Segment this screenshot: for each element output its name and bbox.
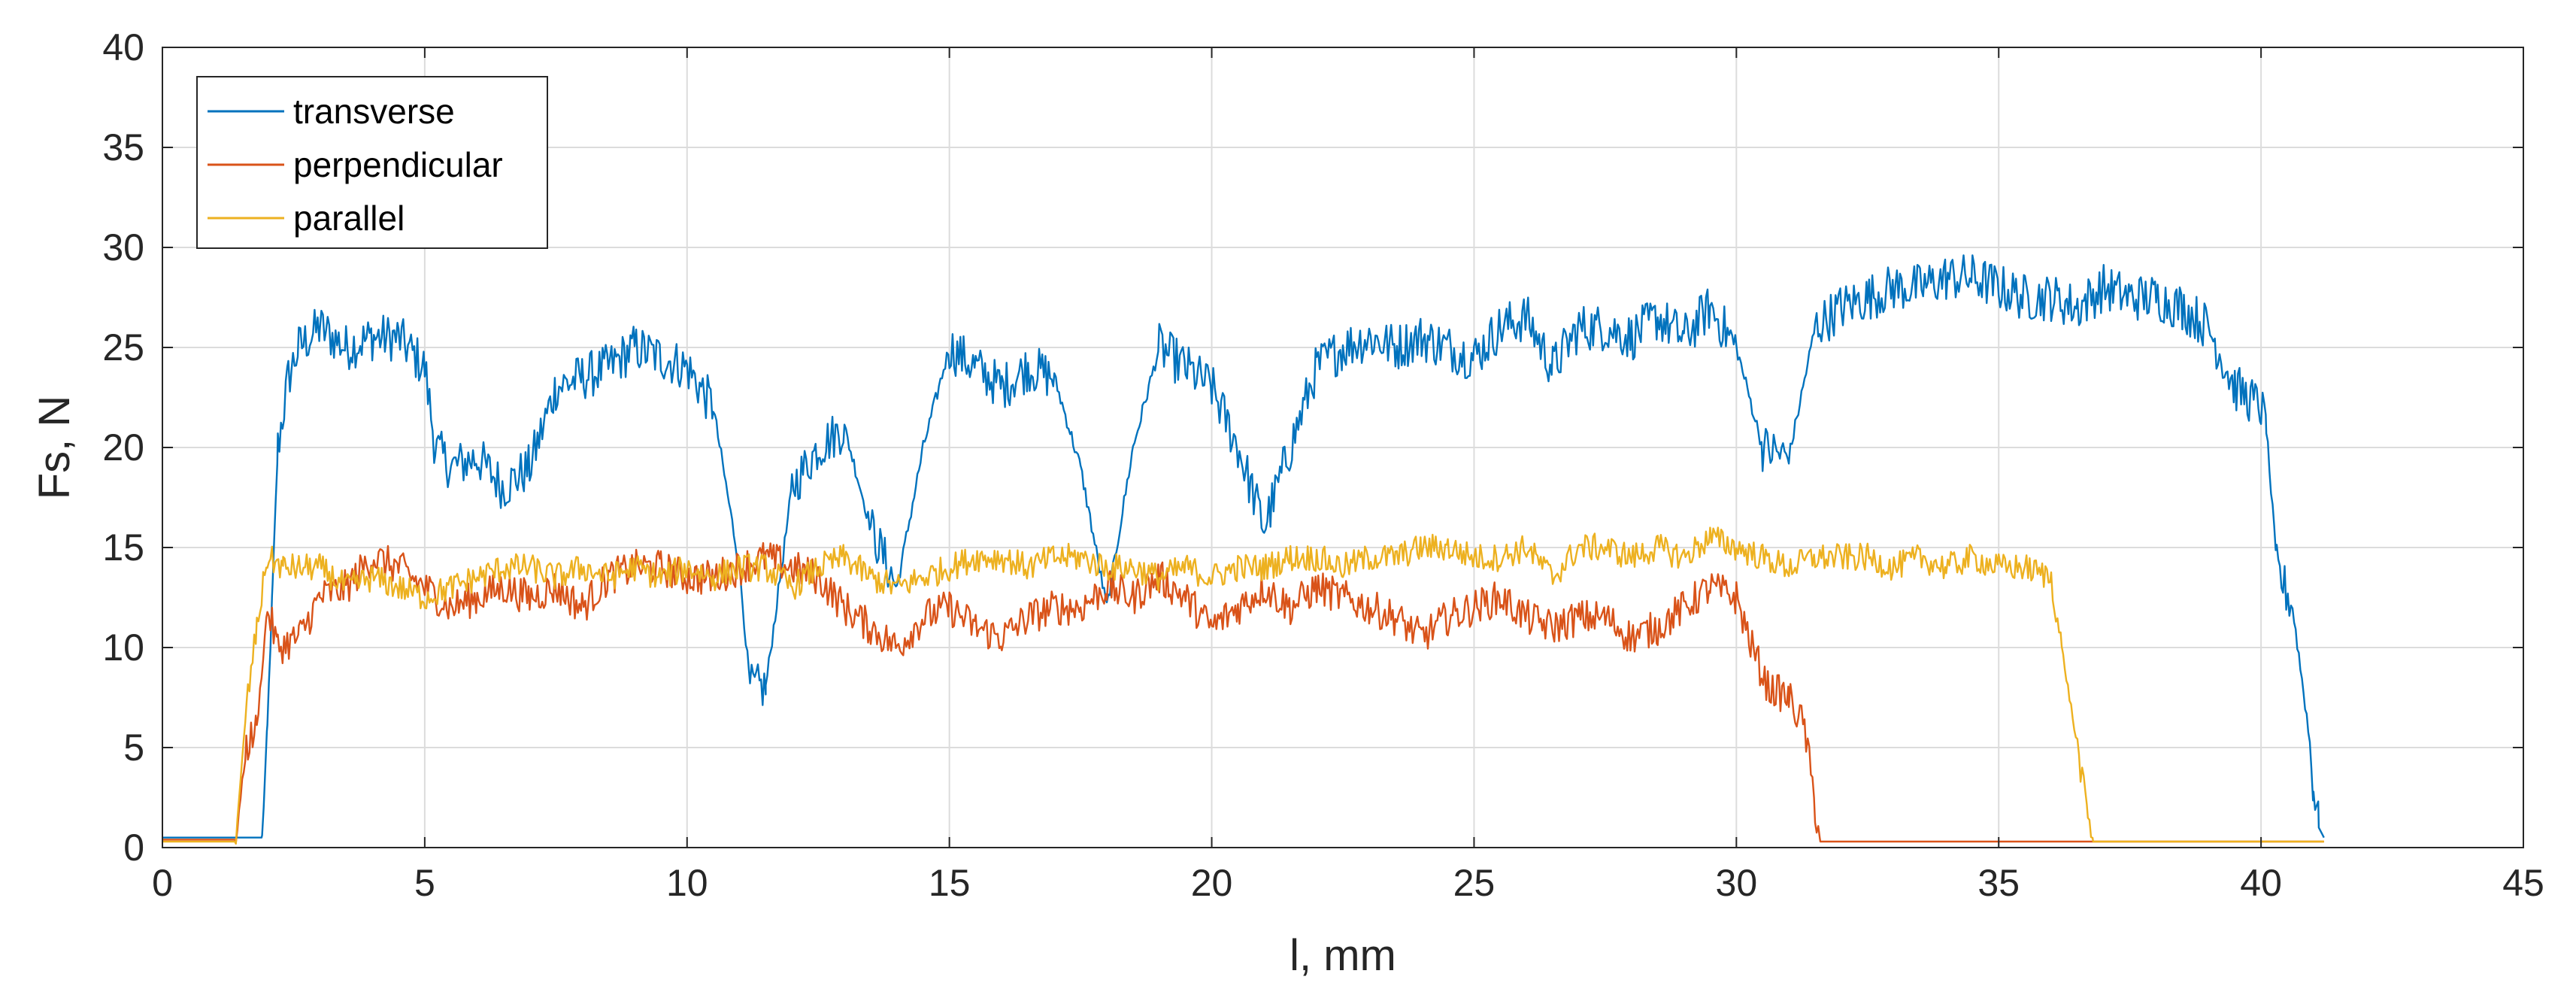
- x-tick-label: 40: [2240, 862, 2282, 904]
- legend-label-transverse: transverse: [293, 92, 455, 131]
- x-tick-label: 45: [2502, 862, 2544, 904]
- series-line-parallel: [162, 526, 2324, 845]
- ticks: [162, 47, 2524, 848]
- y-tick-label: 20: [102, 426, 144, 469]
- x-tick-label: 15: [929, 862, 971, 904]
- x-tick-label: 0: [152, 862, 173, 904]
- legend-label-perpendicular: perpendicular: [293, 145, 503, 184]
- y-axis-label: Fs, N: [30, 396, 79, 500]
- x-tick-label: 5: [414, 862, 435, 904]
- series-line-transverse: [162, 254, 2325, 839]
- y-tick-label: 15: [102, 526, 144, 569]
- y-tick-label: 35: [102, 126, 144, 168]
- series-layer: [162, 254, 2325, 845]
- y-tick-label: 40: [102, 26, 144, 68]
- legend-box: [196, 76, 548, 249]
- x-axis-label: l, mm: [1290, 931, 1396, 980]
- x-tick-label: 30: [1716, 862, 1758, 904]
- y-tick-label: 0: [123, 827, 144, 869]
- x-tick-label: 20: [1191, 862, 1233, 904]
- legend: transverse perpendicular parallel: [196, 76, 548, 249]
- x-tick-label: 10: [666, 862, 708, 904]
- y-tick-label: 10: [102, 626, 144, 669]
- y-tick-label: 30: [102, 226, 144, 268]
- y-tick-label: 5: [123, 726, 144, 769]
- tick-labels: 0 5 10 15 20 25 30 35 40 45 0 5 10 15 20 25 30 35 40: [102, 26, 2544, 904]
- x-tick-label: 25: [1453, 862, 1496, 904]
- x-tick-label: 35: [1977, 862, 2020, 904]
- y-tick-label: 25: [102, 326, 144, 369]
- series-line-perpendicular: [162, 541, 2324, 845]
- legend-label-parallel: parallel: [293, 199, 405, 238]
- grid: [162, 47, 2523, 848]
